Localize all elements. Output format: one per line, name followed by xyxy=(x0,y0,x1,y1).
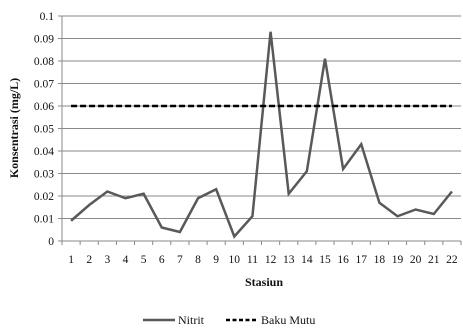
y-tick-label: 0.01 xyxy=(34,214,54,226)
x-tick-label: 1 xyxy=(68,254,74,266)
x-tick-label: 7 xyxy=(177,254,183,266)
x-tick-labels: 1 2 3 4 5 6 7 8 9 10 11 12 13 14 15 16 17 18 19 20 21 22 xyxy=(68,254,458,266)
x-tick-label: 22 xyxy=(446,254,458,266)
y-tick-label: 0.04 xyxy=(34,146,54,158)
x-tick-label: 12 xyxy=(265,254,277,266)
x-tick-label: 20 xyxy=(410,254,422,266)
y-tick-labels: 0 0.01 0.02 0.03 0.04 0.05 0.06 0.07 0.08 0.09 0.1 xyxy=(34,11,54,248)
x-tick-label: 10 xyxy=(229,254,241,266)
x-tick-label: 4 xyxy=(123,254,129,266)
y-tick-label: 0.1 xyxy=(40,11,55,23)
x-tick-label: 9 xyxy=(213,254,219,266)
x-tick-label: 16 xyxy=(337,254,349,266)
y-tick-label: 0.08 xyxy=(34,56,54,68)
x-tick-label: 3 xyxy=(104,254,110,266)
x-tick-label: 6 xyxy=(159,254,165,266)
x-tick-label: 5 xyxy=(141,254,147,266)
x-tick-label: 19 xyxy=(392,254,404,266)
x-tick-label: 13 xyxy=(283,254,295,266)
x-tick-label: 11 xyxy=(247,254,258,266)
x-tick-label: 21 xyxy=(428,254,440,266)
y-tick-label: 0.02 xyxy=(34,191,54,203)
y-tick-label: 0 xyxy=(48,236,54,248)
x-tick-label: 2 xyxy=(86,254,92,266)
x-tick-label: 17 xyxy=(356,254,368,266)
y-tick-label: 0.03 xyxy=(34,169,54,181)
y-tick-label: 0.05 xyxy=(34,124,54,136)
legend-label-baku-mutu: Baku Mutu xyxy=(261,313,315,327)
x-tick-label: 14 xyxy=(301,254,313,266)
y-tick-label: 0.06 xyxy=(34,101,54,113)
x-tick-label: 15 xyxy=(319,254,331,266)
legend-label-nitrit: Nitrit xyxy=(178,313,205,327)
axes xyxy=(58,15,462,245)
x-tick-label: 18 xyxy=(374,254,386,266)
legend: Nitrit Baku Mutu xyxy=(143,313,315,327)
y-tick-label: 0.07 xyxy=(34,79,54,91)
x-tick-label: 8 xyxy=(195,254,201,266)
y-tick-label: 0.09 xyxy=(34,34,54,46)
series-line-nitrit xyxy=(70,31,453,239)
series-lines xyxy=(70,31,453,239)
x-axis-title: Stasiun xyxy=(245,275,283,289)
y-axis-title: Konsentrasi (mg/L) xyxy=(7,78,21,178)
